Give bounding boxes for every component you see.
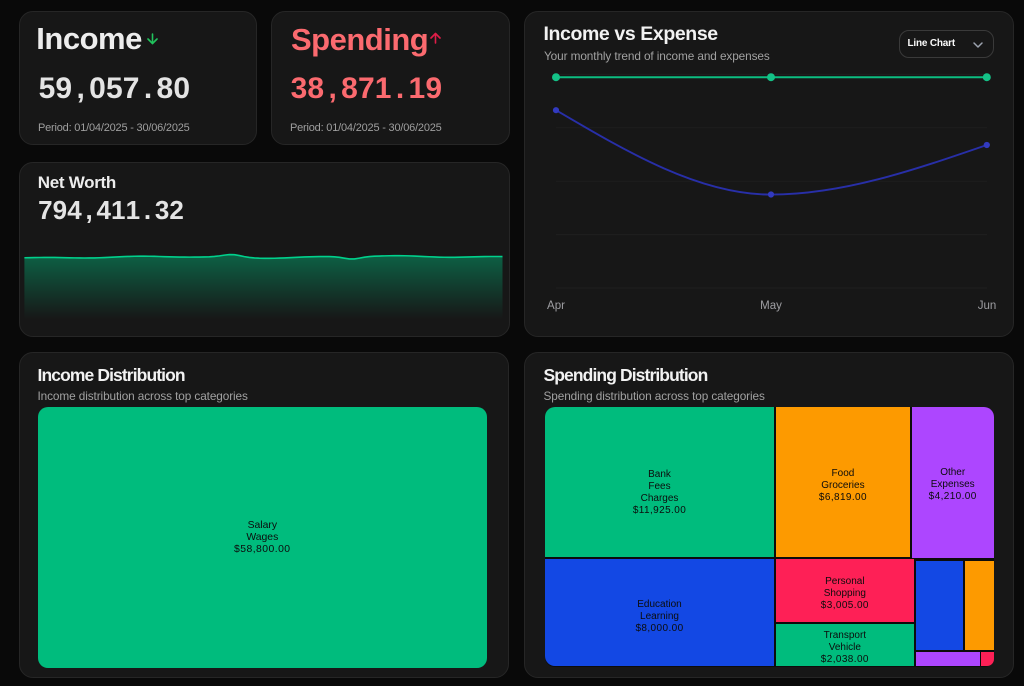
svg-text:May: May [760,300,782,312]
svg-text:Jun: Jun [978,300,997,312]
svg-text:Apr: Apr [547,300,565,312]
